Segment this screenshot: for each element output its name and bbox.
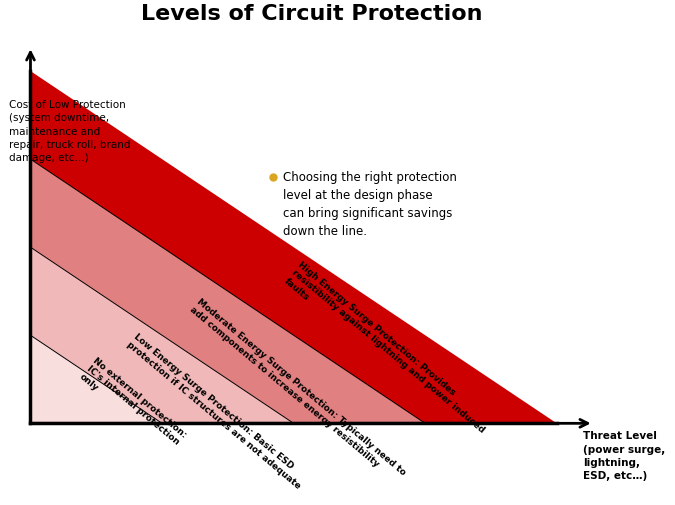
Polygon shape: [30, 336, 162, 424]
Title: Levels of Circuit Protection: Levels of Circuit Protection: [141, 4, 483, 24]
Text: Choosing the right protection
level at the design phase
can bring significant sa: Choosing the right protection level at t…: [283, 170, 457, 237]
Text: Cost of Low Protection
(system downtime,
maintenance and
repair, truck roll, bra: Cost of Low Protection (system downtime,…: [9, 100, 131, 163]
Text: High Energy Surge Protection: Provides
resistibility against lightning and power: High Energy Surge Protection: Provides r…: [283, 260, 493, 442]
Polygon shape: [30, 160, 425, 424]
Text: No external protection:
IC's internal protection
only: No external protection: IC's internal pr…: [78, 355, 188, 454]
Text: Threat Level
(power surge,
lightning,
ESD, etc…): Threat Level (power surge, lightning, ES…: [583, 431, 666, 480]
Text: Moderate Energy Surge Protection: Typically need to
add components to increase e: Moderate Energy Surge Protection: Typica…: [188, 296, 408, 484]
Text: Low Energy Surge Protection: Basic ESD
protection if IC structures are not adequ: Low Energy Surge Protection: Basic ESD p…: [125, 331, 309, 490]
Polygon shape: [30, 72, 557, 424]
Polygon shape: [30, 247, 294, 424]
